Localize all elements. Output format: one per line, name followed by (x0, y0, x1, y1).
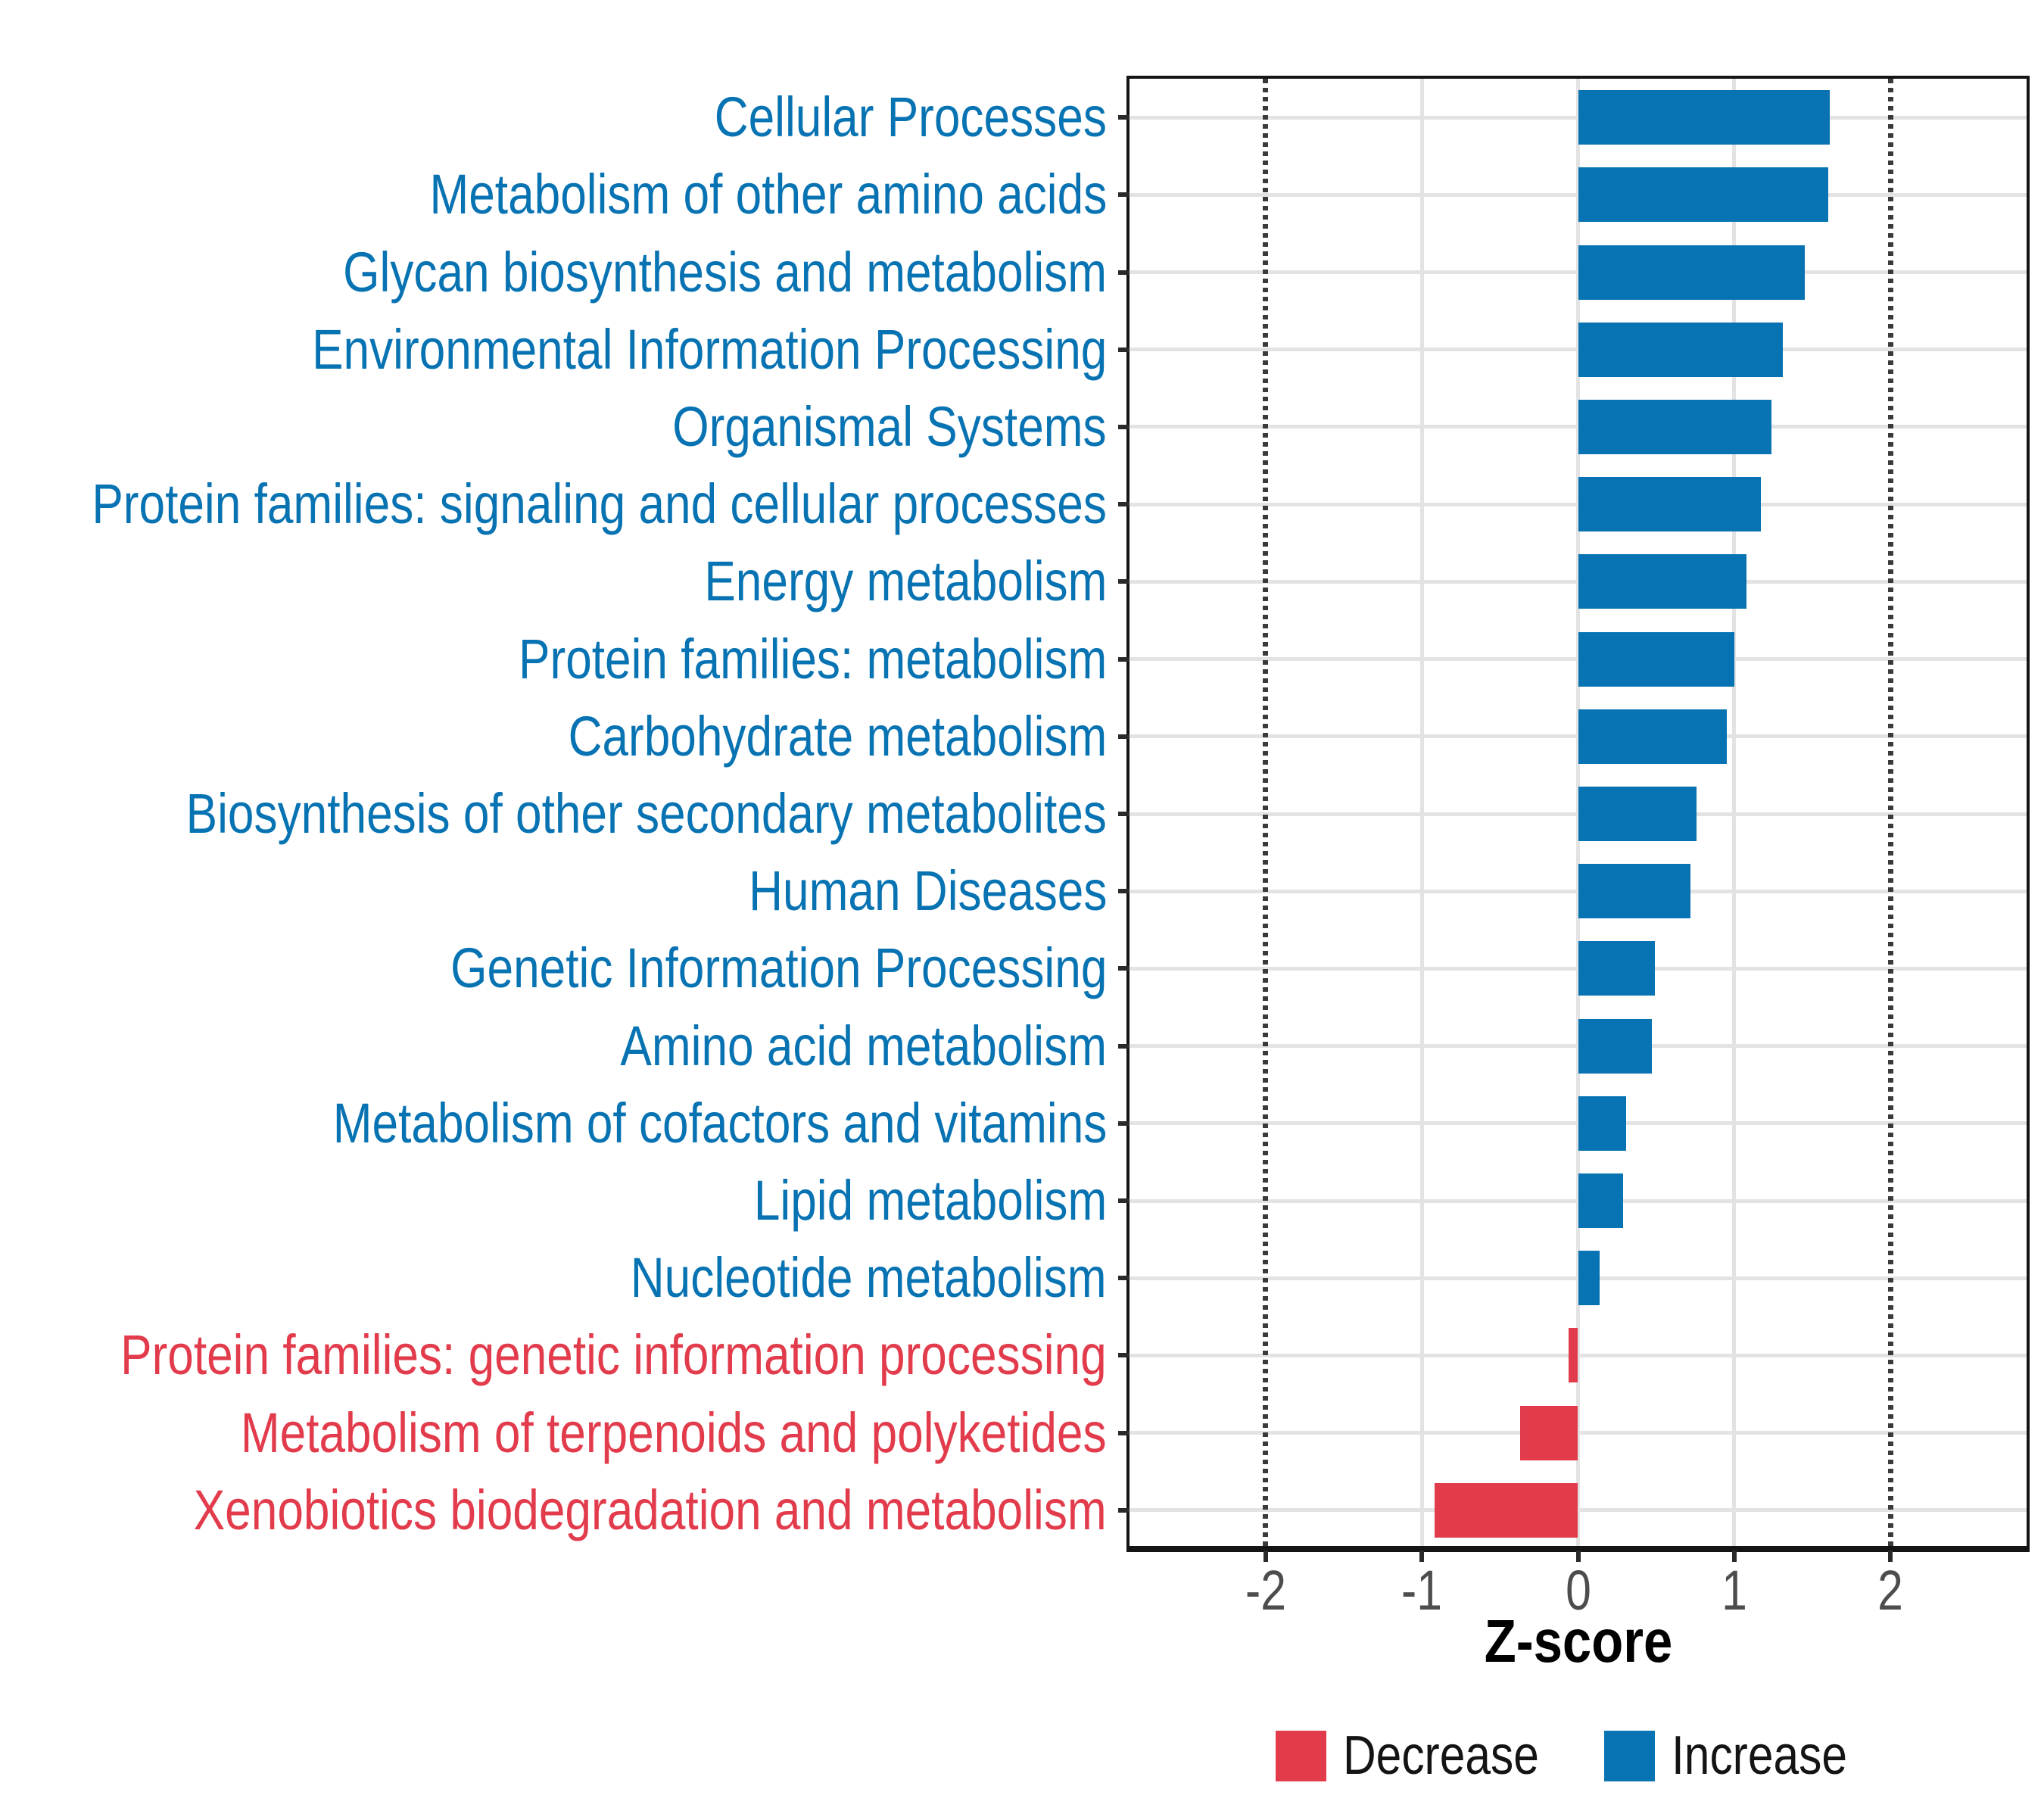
category-label-cellular-processes: Cellular Processes (714, 86, 1107, 149)
x-tick-label-0: 0 (1565, 1559, 1591, 1622)
bar-biosynthesis-of-other-secondary-metabolites (1578, 787, 1697, 841)
category-label-amino-acid-metabolism: Amino acid metabolism (620, 1014, 1107, 1077)
y-tick (1118, 1430, 1129, 1435)
bar-metabolism-of-cofactors-and-vitamins (1578, 1095, 1627, 1151)
legend-label-decrease: Decrease (1343, 1725, 1540, 1786)
category-label-human-diseases: Human Diseases (748, 859, 1107, 923)
bar-amino-acid-metabolism (1578, 1018, 1652, 1074)
bar-protein-families-genetic-information-processing (1569, 1328, 1578, 1383)
legend-swatch-decrease (1276, 1730, 1327, 1781)
bar-environmental-information-processing (1578, 322, 1783, 377)
y-tick (1118, 115, 1129, 120)
category-label-genetic-information-processing: Genetic Information Processing (450, 937, 1107, 1000)
y-tick (1118, 1043, 1129, 1049)
x-tick-2 (1888, 1551, 1893, 1562)
y-tick (1118, 889, 1129, 894)
legend: Decrease Increase (1129, 1725, 2027, 1786)
y-tick (1118, 424, 1129, 429)
category-label-xenobiotics-biodegradation-and-metabolism: Xenobiotics biodegradation and metabolis… (194, 1478, 1107, 1541)
y-tick (1118, 192, 1129, 198)
category-label-metabolism-of-other-amino-acids: Metabolism of other amino acids (429, 163, 1107, 226)
category-label-metabolism-of-cofactors-and-vitamins: Metabolism of cofactors and vitamins (332, 1091, 1107, 1155)
dotted-guide-2 (1887, 79, 1893, 1549)
y-tick (1118, 1198, 1129, 1204)
y-tick (1118, 1507, 1129, 1513)
y-tick (1118, 656, 1129, 662)
bar-lipid-metabolism (1578, 1173, 1624, 1229)
category-label-nucleotide-metabolism: Nucleotide metabolism (631, 1246, 1107, 1310)
bar-carbohydrate-metabolism (1578, 709, 1727, 764)
x-tick--2 (1263, 1551, 1268, 1562)
x-tick-0 (1575, 1551, 1581, 1562)
v-gridline-1 (1732, 79, 1737, 1549)
x-tick-label--1: -1 (1401, 1559, 1443, 1622)
x-tick--1 (1419, 1551, 1425, 1562)
x-axis-title: Z-score (1484, 1607, 1673, 1675)
bar-human-diseases (1578, 864, 1691, 919)
y-tick (1118, 579, 1129, 584)
v-gridline--1 (1419, 79, 1424, 1549)
bar-cellular-processes (1578, 90, 1830, 145)
x-tick-label-2: 2 (1877, 1559, 1904, 1622)
category-label-protein-families-genetic-information-processing: Protein families: genetic information pr… (120, 1323, 1107, 1387)
bar-energy-metabolism (1578, 554, 1747, 609)
category-label-carbohydrate-metabolism: Carbohydrate metabolism (568, 704, 1107, 768)
bar-organismal-systems (1578, 399, 1772, 454)
dotted-guide--2 (1263, 79, 1269, 1549)
bar-nucleotide-metabolism (1578, 1251, 1600, 1306)
legend-swatch-increase (1603, 1730, 1655, 1781)
x-tick-label--2: -2 (1245, 1559, 1286, 1622)
y-tick (1118, 347, 1129, 352)
category-label-glycan-biosynthesis-and-metabolism: Glycan biosynthesis and metabolism (343, 240, 1107, 304)
x-axis-line (1126, 1546, 2030, 1552)
category-label-environmental-information-processing: Environmental Information Processing (311, 317, 1107, 381)
category-label-lipid-metabolism: Lipid metabolism (753, 1169, 1107, 1233)
y-tick (1118, 270, 1129, 275)
bar-xenobiotics-biodegradation-and-metabolism (1434, 1482, 1578, 1538)
category-label-protein-families-metabolism: Protein families: metabolism (518, 627, 1107, 690)
legend-item-decrease: Decrease (1276, 1725, 1576, 1787)
y-tick (1118, 966, 1129, 971)
bar-protein-families-metabolism (1578, 631, 1734, 687)
x-tick-label-1: 1 (1722, 1559, 1747, 1622)
bar-metabolism-of-other-amino-acids (1578, 167, 1828, 223)
bar-glycan-biosynthesis-and-metabolism (1578, 245, 1805, 300)
bar-protein-families-signaling-and-cellular-processes (1578, 477, 1762, 532)
category-label-organismal-systems: Organismal Systems (672, 394, 1107, 458)
y-tick (1118, 1120, 1129, 1126)
legend-label-increase: Increase (1671, 1725, 1847, 1786)
y-tick (1118, 1353, 1129, 1358)
category-label-metabolism-of-terpenoids-and-polyketides: Metabolism of terpenoids and polyketides (241, 1401, 1107, 1464)
category-label-energy-metabolism: Energy metabolism (703, 550, 1107, 613)
legend-item-increase: Increase (1603, 1725, 1880, 1787)
y-tick (1118, 502, 1129, 507)
category-label-biosynthesis-of-other-secondary-metabolites: Biosynthesis of other secondary metaboli… (185, 782, 1107, 845)
bar-genetic-information-processing (1578, 941, 1655, 996)
y-tick (1118, 812, 1129, 816)
category-label-protein-families-signaling-and-cellular-processes: Protein families: signaling and cellular… (92, 472, 1107, 536)
bar-metabolism-of-terpenoids-and-polyketides (1520, 1405, 1578, 1460)
y-tick (1118, 1276, 1129, 1281)
x-tick-1 (1731, 1551, 1737, 1562)
y-tick (1118, 734, 1129, 739)
